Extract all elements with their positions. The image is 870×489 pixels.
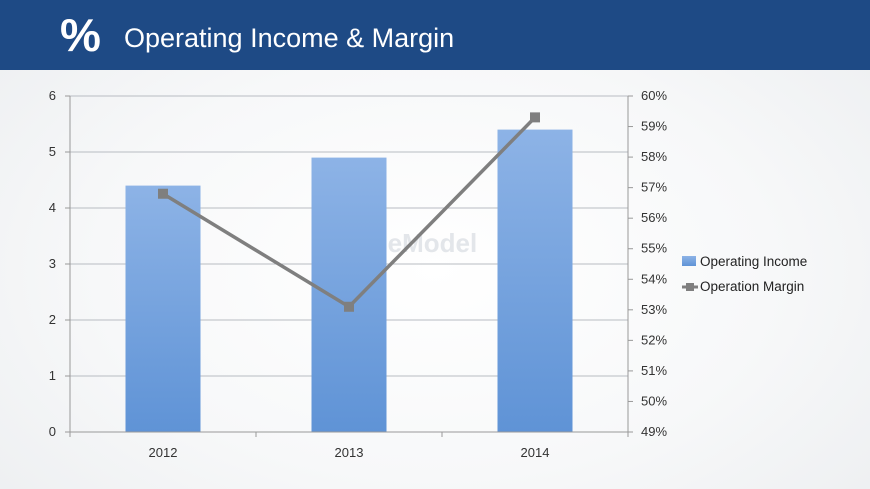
y-axis-tick-label: 4 (49, 200, 56, 215)
y-axis-tick-label: 3 (49, 256, 56, 271)
x-axis-tick-label: 2013 (335, 445, 364, 460)
bar-operating-income (497, 129, 573, 432)
y-axis-tick-label: 1 (49, 368, 56, 383)
y-axis-tick-label: 6 (49, 88, 56, 103)
x-axis-tick-label: 2014 (521, 445, 550, 460)
y2-axis-tick-label: 57% (641, 180, 667, 195)
marker-operation-margin (158, 188, 168, 199)
page-title: Operating Income & Margin (124, 23, 455, 53)
y2-axis-tick-label: 56% (641, 210, 667, 225)
x-axis-tick-label: 2012 (149, 445, 178, 460)
percent-icon: % (60, 9, 101, 61)
legend-label-operating-income: Operating Income (700, 254, 807, 269)
y-axis-tick-label: 0 (49, 424, 56, 439)
y2-axis-tick-label: 53% (641, 302, 667, 317)
y2-axis-tick-label: 60% (641, 88, 667, 103)
legend-label-operation-margin: Operation Margin (700, 279, 804, 294)
bar-operating-income (125, 185, 201, 432)
y2-axis-tick-label: 55% (641, 241, 667, 256)
y2-axis-tick-label: 49% (641, 424, 667, 439)
marker-operation-margin (530, 112, 540, 123)
legend-swatch-operating-income (682, 256, 696, 266)
y2-axis-tick-label: 50% (641, 393, 667, 408)
y-axis-tick-label: 5 (49, 144, 56, 159)
y-axis-tick-label: 2 (49, 312, 56, 327)
y2-axis-tick-label: 54% (641, 271, 667, 286)
title-bar: % Operating Income & Margin (0, 0, 870, 70)
y2-axis-tick-label: 59% (641, 119, 667, 134)
legend-marker-operation-margin (686, 283, 694, 291)
bar-operating-income (311, 157, 387, 432)
y2-axis-tick-label: 51% (641, 363, 667, 378)
marker-operation-margin (344, 301, 354, 312)
y2-axis-tick-label: 58% (641, 149, 667, 164)
y2-axis-tick-label: 52% (641, 332, 667, 347)
